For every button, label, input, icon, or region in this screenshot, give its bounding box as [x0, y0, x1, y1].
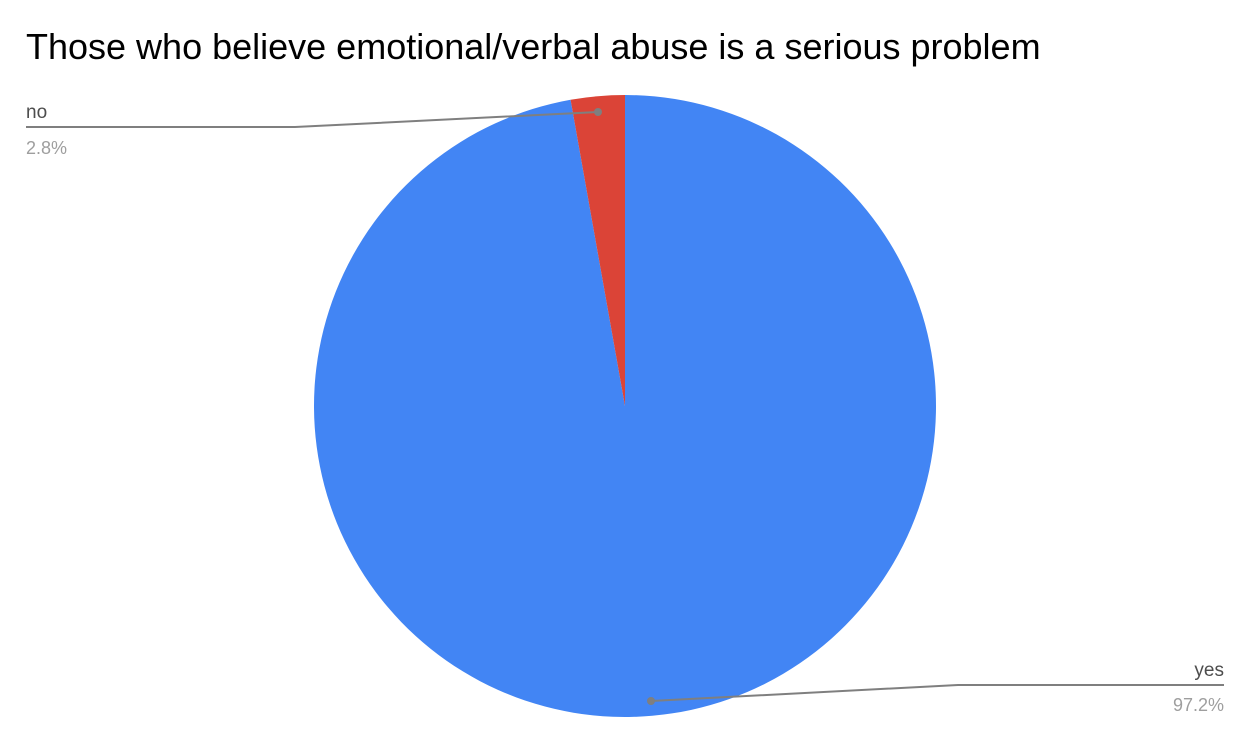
leader-line-yes — [650, 684, 1224, 702]
slice-value-yes: 97.2% — [1173, 695, 1224, 715]
chart-title: Those who believe emotional/verbal abuse… — [26, 26, 1041, 67]
slices-layer — [313, 95, 936, 717]
leader-dot-yes — [647, 697, 655, 705]
label-group-no: no 2.8% — [26, 102, 602, 158]
label-group-yes: yes 97.2% — [647, 660, 1224, 715]
slice-value-no: 2.8% — [26, 138, 67, 158]
leader-line-no — [26, 111, 599, 128]
slice-label-no: no — [26, 102, 47, 123]
pie-slice-no — [570, 95, 625, 406]
pie-slice-yes — [313, 95, 936, 717]
leader-dot-no — [594, 108, 602, 116]
slice-label-yes: yes — [1194, 660, 1224, 681]
